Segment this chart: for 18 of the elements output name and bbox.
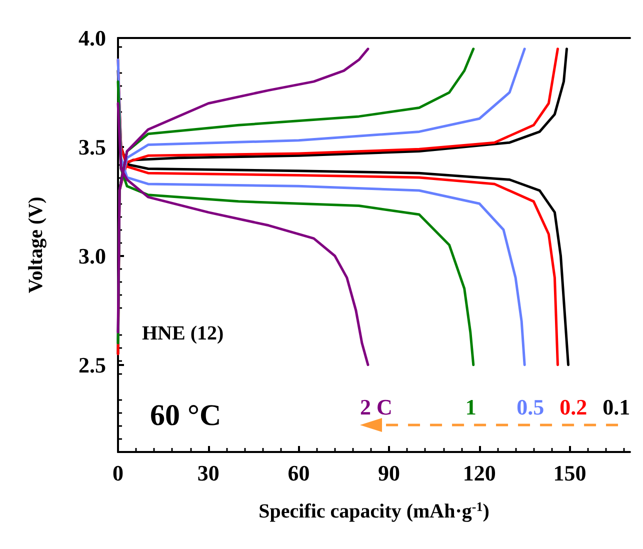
series-label: 0.5 [516,394,544,420]
x-tick-label: 150 [553,460,586,486]
series-label: 2 C [360,394,392,420]
y-axis-title: Voltage (V) [25,196,47,294]
x-tick-label: 120 [462,460,496,486]
series-label: 1 [465,394,476,420]
series-label: 0.2 [560,394,588,420]
y-tick-label: 3.0 [78,243,106,268]
y-tick-label: 3.5 [78,134,106,160]
x-tick-label: 60 [288,460,310,486]
annotation: HNE (12) [142,322,224,345]
x-tick-label: 0 [112,460,124,486]
x-tick-label: 90 [378,460,400,486]
y-tick-label: 4.0 [78,26,106,50]
y-tick-label: 2.5 [78,352,106,378]
text: 0.1 [602,394,630,420]
x-tick-label: 30 [197,460,220,486]
annotation: 60 °C [150,398,222,432]
